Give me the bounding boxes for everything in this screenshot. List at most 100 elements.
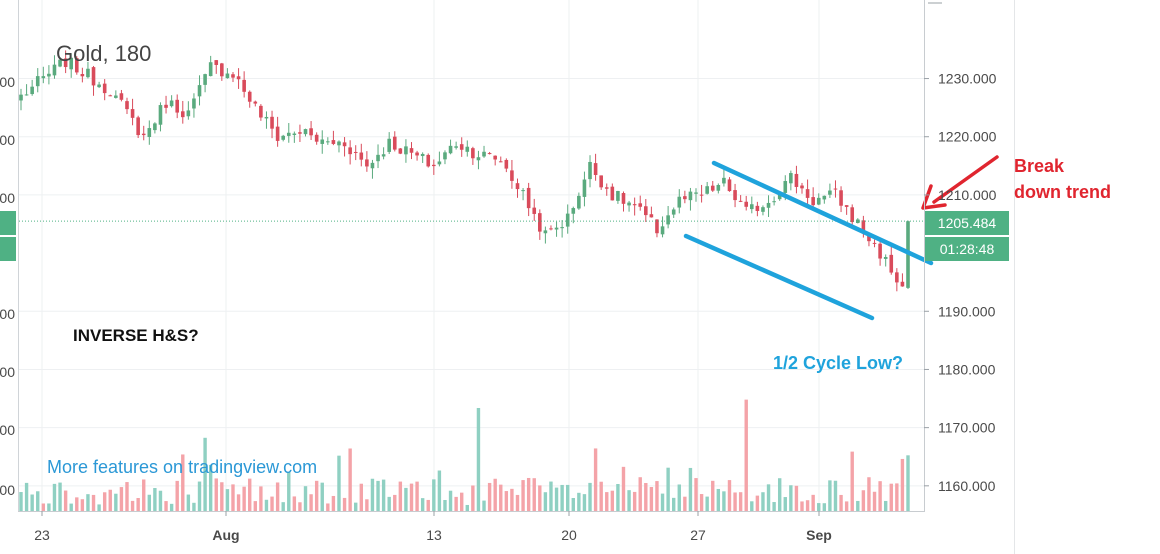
candle-body: [158, 105, 163, 125]
pattern-annotation: INVERSE H&S?: [73, 326, 199, 345]
volume-bar: [102, 492, 107, 511]
volume-bar: [259, 486, 263, 511]
volume-bar: [142, 479, 146, 511]
candle-body: [498, 161, 503, 163]
candle-body: [175, 99, 180, 113]
price-scale: 1230.000 1220.000 1210.000 1190.000 1180.000…: [924, 71, 997, 494]
candle-body: [197, 85, 202, 97]
volume-bar: [320, 482, 324, 511]
volume-bar: [694, 478, 698, 511]
candle-body: [192, 98, 196, 109]
volume-bar: [783, 497, 787, 511]
volume-bar: [504, 491, 509, 511]
volume-bar: [632, 491, 637, 511]
volume-bar: [80, 499, 85, 511]
price-tag-box: [925, 211, 1009, 235]
candle-body: [437, 161, 442, 165]
candle-body: [19, 94, 23, 101]
volume-bar: [236, 494, 241, 511]
volume-bar: [889, 483, 893, 511]
candle-body: [342, 142, 347, 147]
volume-bar: [231, 484, 235, 511]
candle-body: [286, 132, 291, 136]
volume-bar: [387, 496, 391, 511]
candle-body: [683, 196, 687, 200]
volume-bar: [738, 492, 743, 511]
candle-body: [738, 200, 743, 202]
volume-bar: [158, 490, 163, 511]
volume-bar: [326, 503, 330, 511]
volume-bar: [303, 486, 308, 511]
candle-body: [292, 133, 297, 136]
candle-body: [459, 144, 464, 150]
volume-bar: [197, 481, 202, 511]
candle-body: [588, 161, 592, 180]
candle-body: [97, 84, 101, 88]
left-tick-label: 00: [0, 422, 15, 438]
candle-body: [381, 154, 386, 157]
candle-body: [80, 73, 85, 77]
candle-body: [208, 62, 213, 77]
volume-bar: [805, 500, 810, 511]
candle-body: [186, 110, 191, 117]
candle-body: [878, 243, 882, 259]
volume-bar: [616, 483, 620, 511]
candle-body: [130, 109, 135, 118]
candle-body: [521, 190, 525, 192]
time-tick-label: Sep: [806, 527, 832, 543]
volume-bar: [772, 502, 776, 511]
volume-bar: [878, 481, 882, 511]
volume-bar: [381, 479, 386, 511]
volume-bar: [532, 478, 536, 511]
candle-body: [398, 148, 403, 154]
volume-bar: [476, 407, 481, 511]
candle-body: [638, 203, 643, 207]
candle-body: [565, 213, 570, 227]
time-tick-label: 20: [561, 527, 577, 543]
volume-bar: [883, 500, 888, 511]
left-tick-label: 00: [0, 306, 15, 322]
candle-body: [108, 95, 113, 97]
candle-body: [610, 186, 615, 201]
volume-bar: [153, 488, 157, 511]
volume-bar: [432, 479, 436, 511]
volume-bar: [867, 477, 871, 511]
volume-bar: [666, 467, 670, 511]
volume-bar: [649, 487, 654, 511]
candle-body: [41, 76, 46, 79]
volume-bar: [493, 478, 497, 511]
candle-body: [688, 191, 693, 201]
candle-body: [298, 132, 302, 134]
candle-body: [694, 192, 698, 194]
volume-bar: [415, 481, 419, 511]
candle-body: [644, 206, 648, 216]
volume-bar: [147, 494, 152, 511]
volume-bar: [24, 482, 29, 511]
volume-bar: [554, 487, 559, 511]
candle-body: [203, 74, 207, 85]
candle-body: [169, 100, 174, 107]
volume-bar: [426, 499, 430, 511]
volume-bar: [582, 494, 587, 511]
candle-body: [387, 138, 391, 152]
price-tick-label: 1160.000: [938, 478, 996, 494]
volume-bar: [487, 482, 492, 511]
volume-bar: [220, 482, 224, 511]
candle-body: [326, 141, 330, 143]
candle-body: [180, 111, 185, 118]
right-panel-border: [1014, 0, 1015, 554]
price-tick-label: 1180.000: [938, 361, 996, 377]
candle-body: [331, 140, 336, 144]
candle-body: [86, 68, 90, 78]
candle-body: [320, 139, 325, 144]
candle-body: [705, 186, 709, 194]
candle-body: [214, 60, 219, 65]
candle-body: [365, 159, 369, 167]
volume-bar: [354, 502, 358, 511]
volume-bar: [872, 491, 877, 511]
candle-body: [225, 73, 230, 79]
volume-bar: [58, 482, 62, 511]
volume-bar: [448, 490, 453, 511]
volume-bar: [515, 494, 520, 511]
volume-bar: [337, 455, 341, 511]
